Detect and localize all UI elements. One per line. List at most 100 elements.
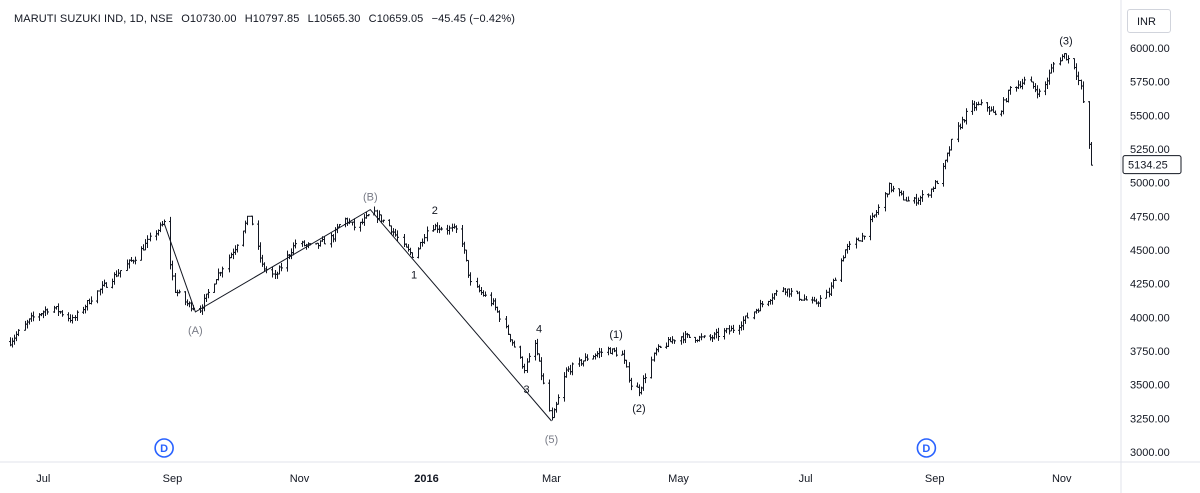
ohlc-bar — [469, 272, 472, 286]
ohlc-bar — [844, 249, 847, 259]
ohlc-bar — [609, 347, 612, 354]
symbol-header: MARUTI SUZUKI IND, 1D, NSE O10730.00 H10… — [14, 13, 520, 25]
dividend-circle — [916, 438, 937, 458]
ohlc-bar — [961, 116, 964, 129]
ohlc-bar — [659, 345, 662, 349]
ohlc-bar — [653, 352, 656, 362]
ohlc-bar — [446, 224, 449, 235]
ohlc-bar — [126, 259, 129, 272]
ohlc-bar — [232, 248, 235, 260]
ohlc-bar — [178, 289, 181, 294]
ohlc-bar — [69, 314, 72, 323]
ohlc-bar — [565, 367, 568, 378]
ohlc-bar — [990, 106, 993, 112]
ohlc-bar — [907, 196, 910, 202]
ohlc-bar — [800, 298, 803, 301]
ohlc-bar — [161, 221, 164, 227]
ohlc-bar — [1082, 81, 1085, 103]
ohlc-bar — [105, 282, 108, 288]
ohlc-bar — [877, 204, 880, 215]
ohlc-bar — [44, 306, 47, 317]
ohlc-bar — [480, 287, 483, 296]
ohlc-bar — [257, 220, 260, 250]
dividend-icon[interactable]: D — [916, 438, 937, 458]
ohlc-bar — [61, 310, 64, 317]
ohlc-bar — [423, 234, 426, 244]
ohlc-bar — [261, 254, 264, 267]
ohlc-bar — [971, 100, 974, 115]
ohlc-bar — [725, 327, 728, 334]
ohlc-bar — [738, 324, 741, 335]
ohlc-bar — [11, 337, 14, 348]
ohlc-bar — [498, 310, 501, 323]
ohlc-bar — [946, 152, 949, 163]
time-axis[interactable]: Jul Sep Nov 2016 Mar May Jul Sep Nov — [0, 461, 1200, 485]
ohlc-bar — [580, 359, 583, 366]
ohlc-bar — [407, 244, 410, 252]
ohlc-bar — [526, 358, 529, 373]
ohlc-bar — [1019, 81, 1022, 89]
price-tick-label: 3000.00 — [1130, 447, 1170, 459]
ohlc-bar — [251, 215, 254, 226]
ohlc-bar — [271, 266, 274, 278]
ohlc-bar — [396, 230, 399, 241]
ohlc-bar — [944, 159, 947, 170]
ohlc-bar — [463, 241, 466, 254]
ohlc-bar — [426, 226, 429, 242]
ohlc-bar — [294, 239, 297, 249]
ohlc-bar — [32, 311, 35, 322]
ohlc-bar — [519, 345, 522, 359]
ohlc-bar — [977, 101, 980, 106]
currency-button[interactable]: INR — [1127, 9, 1171, 33]
price-tick-label: 4500.00 — [1130, 245, 1170, 257]
dividend-icon[interactable]: D — [154, 438, 174, 458]
price-tick-label: 3750.00 — [1130, 346, 1170, 358]
price-tick-label: 5750.00 — [1130, 77, 1170, 89]
last-price-value: 5134.25 — [1128, 160, 1168, 172]
ohlc-bar — [930, 188, 933, 198]
price-axis[interactable]: 6000.00 5750.00 5500.00 5250.00 5000.00 4750.… — [1120, 0, 1170, 493]
ohlc-bar — [280, 262, 283, 272]
ohlc-bar — [888, 182, 891, 195]
ohlc-bar — [388, 219, 391, 227]
price-tick-label: 4250.00 — [1130, 279, 1170, 291]
time-tick-label: Sep — [163, 473, 183, 485]
ohlc-bar — [642, 375, 645, 391]
wave-label: 3 — [523, 384, 529, 396]
ohlc-bar — [682, 332, 685, 344]
dividend-letter: D — [922, 443, 930, 455]
ohlc-bar — [382, 219, 385, 223]
price-tick-label: 5250.00 — [1130, 144, 1170, 156]
ohlc-bar — [665, 342, 668, 349]
symbol-title[interactable]: MARUTI SUZUKI IND, 1D, NSE — [14, 13, 174, 25]
ohlc-bar — [1021, 78, 1024, 90]
ohlc-bar — [842, 255, 845, 262]
ohlc-bar — [1061, 54, 1064, 62]
ohlc-bar — [1009, 86, 1012, 95]
ohlc-bar — [90, 296, 93, 305]
ohlc-bar — [932, 186, 935, 193]
ohlc-bar — [26, 319, 29, 329]
ohlc-bar — [1032, 81, 1035, 89]
time-tick-label: 2016 — [414, 473, 438, 485]
ohlc-bar — [119, 270, 122, 278]
price-tick-label: 5500.00 — [1130, 110, 1170, 122]
ohlc-bar — [242, 230, 245, 247]
ohlc-bar — [582, 360, 585, 367]
ohlc-bar — [144, 239, 147, 251]
ohlc-bar — [492, 298, 495, 306]
ohlc-bar — [992, 106, 995, 113]
ohlc-bar — [213, 283, 216, 293]
ohlc-bar — [825, 289, 828, 299]
ohlc-bar — [86, 299, 89, 311]
ohlc-bar — [1077, 71, 1080, 86]
ohlc-bar — [538, 353, 541, 362]
ohlc-bar — [625, 359, 628, 368]
ohlc-bar — [76, 310, 79, 321]
wave-label: (3) — [1059, 35, 1072, 47]
wave-label: (A) — [188, 325, 203, 337]
ohlc-bar — [948, 146, 951, 157]
ohlc-bar — [17, 329, 20, 337]
wave-label: 4 — [536, 324, 542, 336]
